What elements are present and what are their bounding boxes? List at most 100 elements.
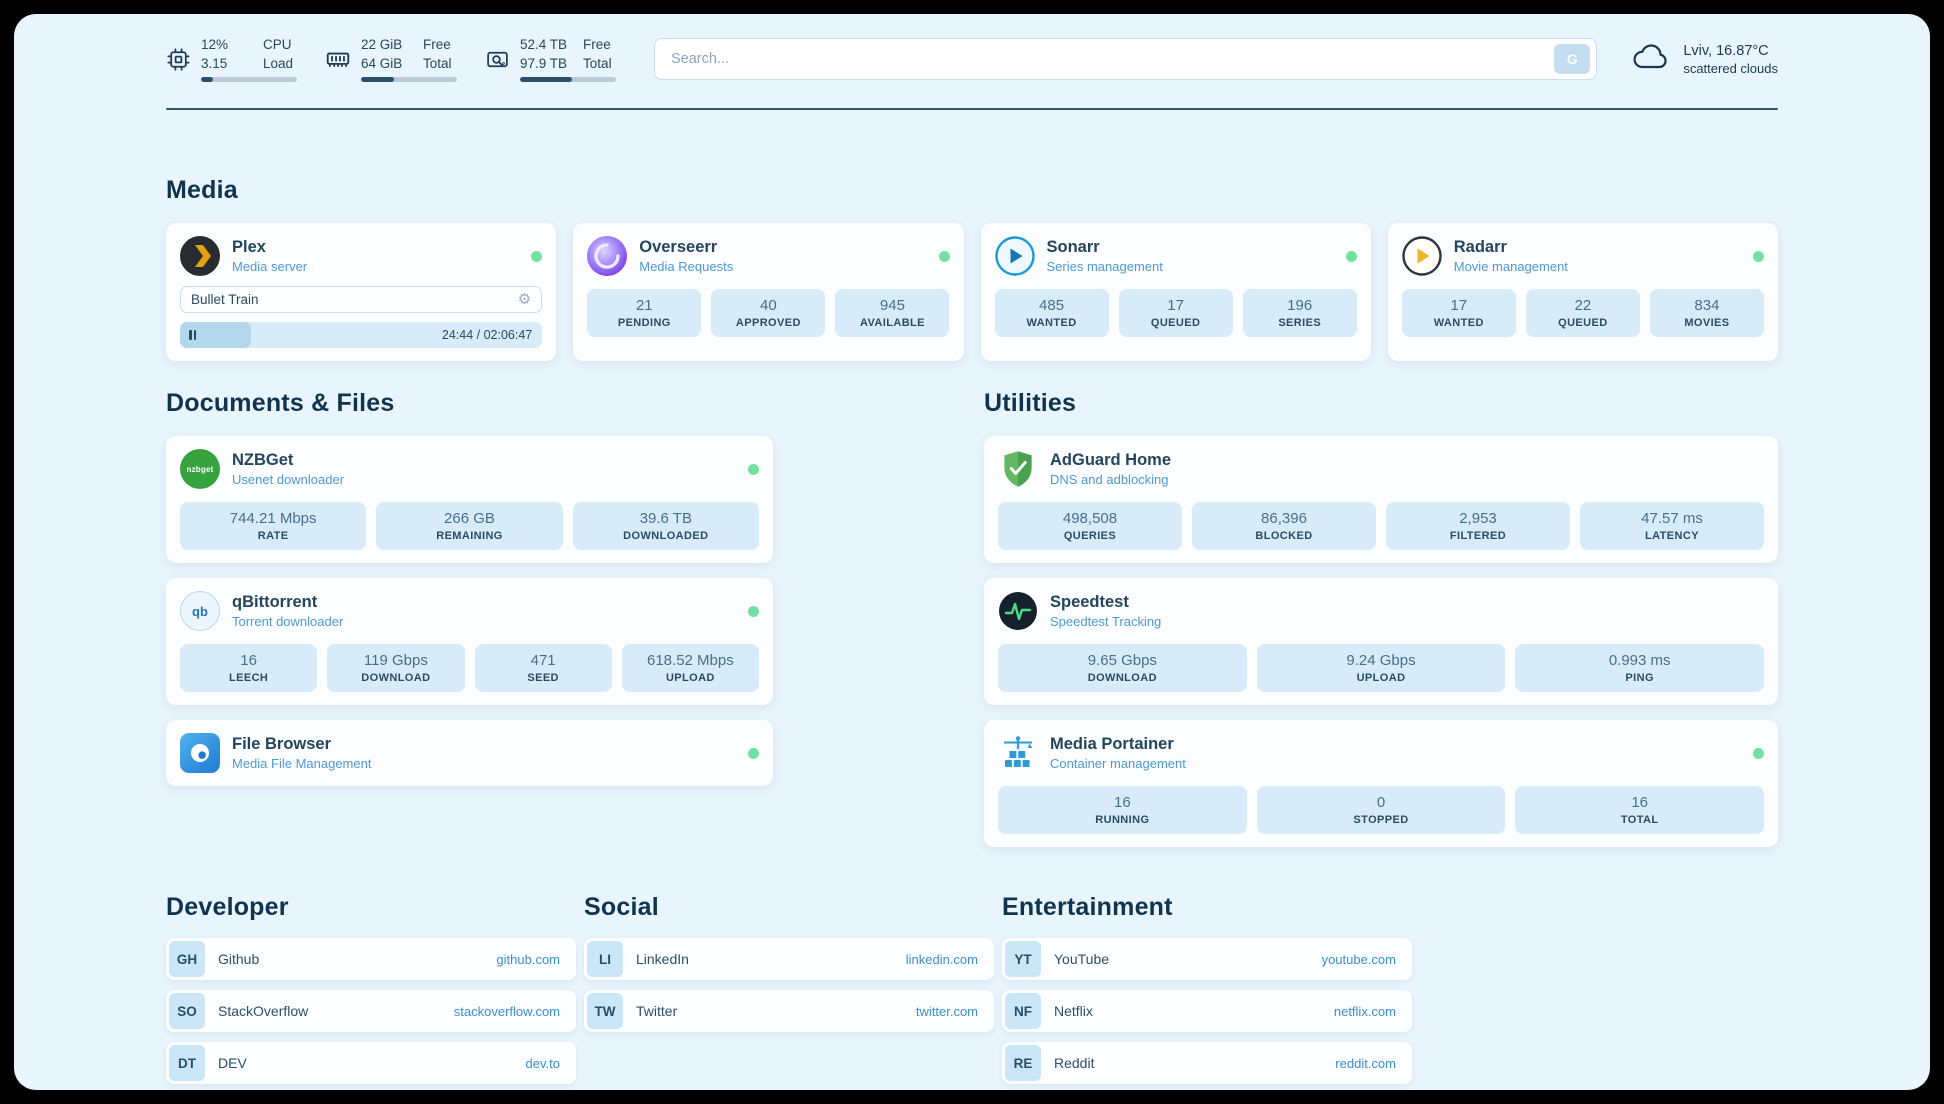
bookmark-name: DEV (218, 1055, 247, 1072)
search-input[interactable] (671, 51, 1555, 68)
ram-total-value: 64 GiB (361, 55, 403, 71)
stat-tile: 266 GB REMAINING (376, 502, 563, 551)
app-name: Plex (232, 238, 266, 257)
section-title-documents: Documents & Files (166, 389, 395, 418)
stat-label: LEECH (228, 672, 269, 685)
stat-value: 16 (240, 652, 257, 670)
stat-label: APPROVED (735, 317, 801, 330)
stat-label: QUERIES (1063, 530, 1117, 543)
cpu-load-value: 3.15 (201, 55, 228, 71)
stat-label: DOWNLOAD (1087, 672, 1157, 685)
stat-label: WANTED (1026, 317, 1077, 330)
stat-label: MOVIES (1684, 317, 1730, 330)
stat-tile: 21 PENDING (587, 289, 702, 338)
stat-value: 0.993 ms (1608, 652, 1671, 670)
bookmark-twitter[interactable]: TW Twitter twitter.com (584, 990, 994, 1033)
disk-total-value: 97.9 TB (520, 55, 568, 71)
cpu-monitor: 12% 3.15 CPU Load (166, 36, 297, 83)
cpu-usage-value: 12% (201, 37, 229, 52)
stat-tile: 9.24 Gbps UPLOAD (1256, 644, 1506, 693)
stat-value: 86,396 (1261, 510, 1307, 528)
stat-label: STOPPED (1353, 814, 1409, 827)
stat-value: 22 (1574, 297, 1592, 315)
bookmark-dev[interactable]: DT DEV dev.to (166, 1042, 576, 1085)
bookmark-reddit[interactable]: RE Reddit reddit.com (1002, 1042, 1412, 1085)
nzbget-icon: nzbget (180, 449, 220, 490)
stat-tile: 40 APPROVED (711, 289, 826, 338)
bookmark-abbr: LI (587, 941, 623, 978)
bookmark-name: StackOverflow (218, 1003, 309, 1020)
stat-label: RUNNING (1095, 814, 1150, 827)
app-subtitle: Media Requests (639, 259, 734, 275)
stat-label: QUEUED (1558, 317, 1608, 330)
gear-icon[interactable]: ⚙ (517, 291, 532, 309)
radarr-icon (1402, 236, 1442, 276)
stat-value: 16 (1631, 794, 1649, 812)
stat-label: AVAILABLE (859, 317, 925, 330)
bookmark-url: github.com (496, 951, 560, 967)
app-card-plex[interactable]: Plex Media server Bullet Train ⚙ 24:44 (166, 223, 557, 362)
app-card-portainer[interactable]: Media Portainer Container management 16 … (984, 720, 1778, 848)
stat-label: LATENCY (1645, 530, 1699, 543)
app-card-adguard[interactable]: AdGuard Home DNS and adblocking 498,508 … (984, 436, 1778, 564)
pause-icon[interactable] (189, 330, 196, 341)
stat-value: 17 (1450, 297, 1468, 315)
disk-free-value: 52.4 TB (520, 37, 568, 52)
status-online-dot (748, 747, 759, 759)
stat-value: 266 GB (444, 510, 495, 528)
app-card-filebrowser[interactable]: File Browser Media File Management (166, 720, 773, 787)
app-card-qbittorrent[interactable]: qb qBittorrent Torrent downloader 16 (166, 578, 773, 706)
disk-progress-bar (520, 77, 616, 83)
stat-label: DOWNLOAD (361, 672, 431, 685)
search-engine-button[interactable]: G (1554, 44, 1591, 75)
app-card-overseerr[interactable]: Overseerr Media Requests 21 PENDING 40 A… (573, 223, 964, 362)
stat-tile: 16 TOTAL (1515, 786, 1765, 835)
bookmark-linkedin[interactable]: LI LinkedIn linkedin.com (584, 938, 994, 981)
stat-tile: 22 QUEUED (1525, 289, 1640, 338)
app-card-radarr[interactable]: Radarr Movie management 17 WANTED 22 QUE… (1387, 223, 1778, 362)
stat-value: 945 (879, 297, 905, 315)
bookmark-url: youtube.com (1321, 951, 1396, 967)
status-online-dot (1345, 250, 1357, 262)
bookmark-url: twitter.com (915, 1003, 978, 1019)
bookmark-netflix[interactable]: NF Netflix netflix.com (1002, 990, 1412, 1033)
app-subtitle: Speedtest Tracking (1050, 614, 1162, 630)
app-name: NZBGet (232, 451, 294, 470)
overseerr-icon (587, 236, 628, 277)
stat-label: FILTERED (1449, 530, 1507, 543)
app-subtitle: Usenet downloader (232, 472, 345, 488)
app-card-sonarr[interactable]: Sonarr Series management 485 WANTED 17 Q… (980, 223, 1371, 362)
weather-condition: scattered clouds (1683, 60, 1778, 76)
stat-tile: 17 WANTED (1401, 289, 1516, 338)
bookmark-stackoverflow[interactable]: SO StackOverflow stackoverflow.com (166, 990, 576, 1033)
stat-label: PING (1625, 672, 1654, 685)
disk-icon (485, 47, 510, 72)
stat-tile: 119 Gbps DOWNLOAD (327, 644, 465, 693)
app-card-speedtest[interactable]: Speedtest Speedtest Tracking 9.65 Gbps D… (984, 578, 1778, 706)
system-monitors: 12% 3.15 CPU Load (166, 36, 616, 83)
bookmark-github[interactable]: GH Github github.com (166, 938, 576, 981)
cpu-label: CPU (263, 37, 292, 52)
bookmark-youtube[interactable]: YT YouTube youtube.com (1002, 938, 1412, 981)
section-title-media: Media (166, 176, 238, 205)
stat-tile: 2,953 FILTERED (1386, 502, 1570, 551)
disk-free-label: Free (583, 37, 611, 52)
stat-label: PENDING (617, 317, 671, 330)
section-documents: Documents & Files nzbget NZBGet Usenet d… (166, 389, 773, 787)
bookmark-url: stackoverflow.com (453, 1003, 560, 1019)
stat-tile: 86,396 BLOCKED (1192, 502, 1376, 551)
app-card-nzbget[interactable]: nzbget NZBGet Usenet downloader 744.21 M… (166, 436, 773, 564)
app-subtitle: Movie management (1453, 259, 1568, 275)
cloud-icon (1631, 42, 1671, 77)
bookmark-url: netflix.com (1333, 1003, 1396, 1019)
disk-total-label: Total (583, 55, 612, 71)
playback-progress-bar[interactable]: 24:44 / 02:06:47 (180, 322, 543, 349)
now-playing-title: Bullet Train (191, 292, 259, 308)
playback-time: 24:44 / 02:06:47 (441, 328, 533, 343)
status-online-dot (748, 605, 759, 617)
stat-value: 9.24 Gbps (1346, 652, 1416, 670)
adguard-icon (998, 449, 1038, 489)
stat-value: 485 (1039, 297, 1065, 315)
stat-tile: 16 RUNNING (998, 786, 1247, 835)
bookmark-url: reddit.com (1335, 1055, 1396, 1071)
